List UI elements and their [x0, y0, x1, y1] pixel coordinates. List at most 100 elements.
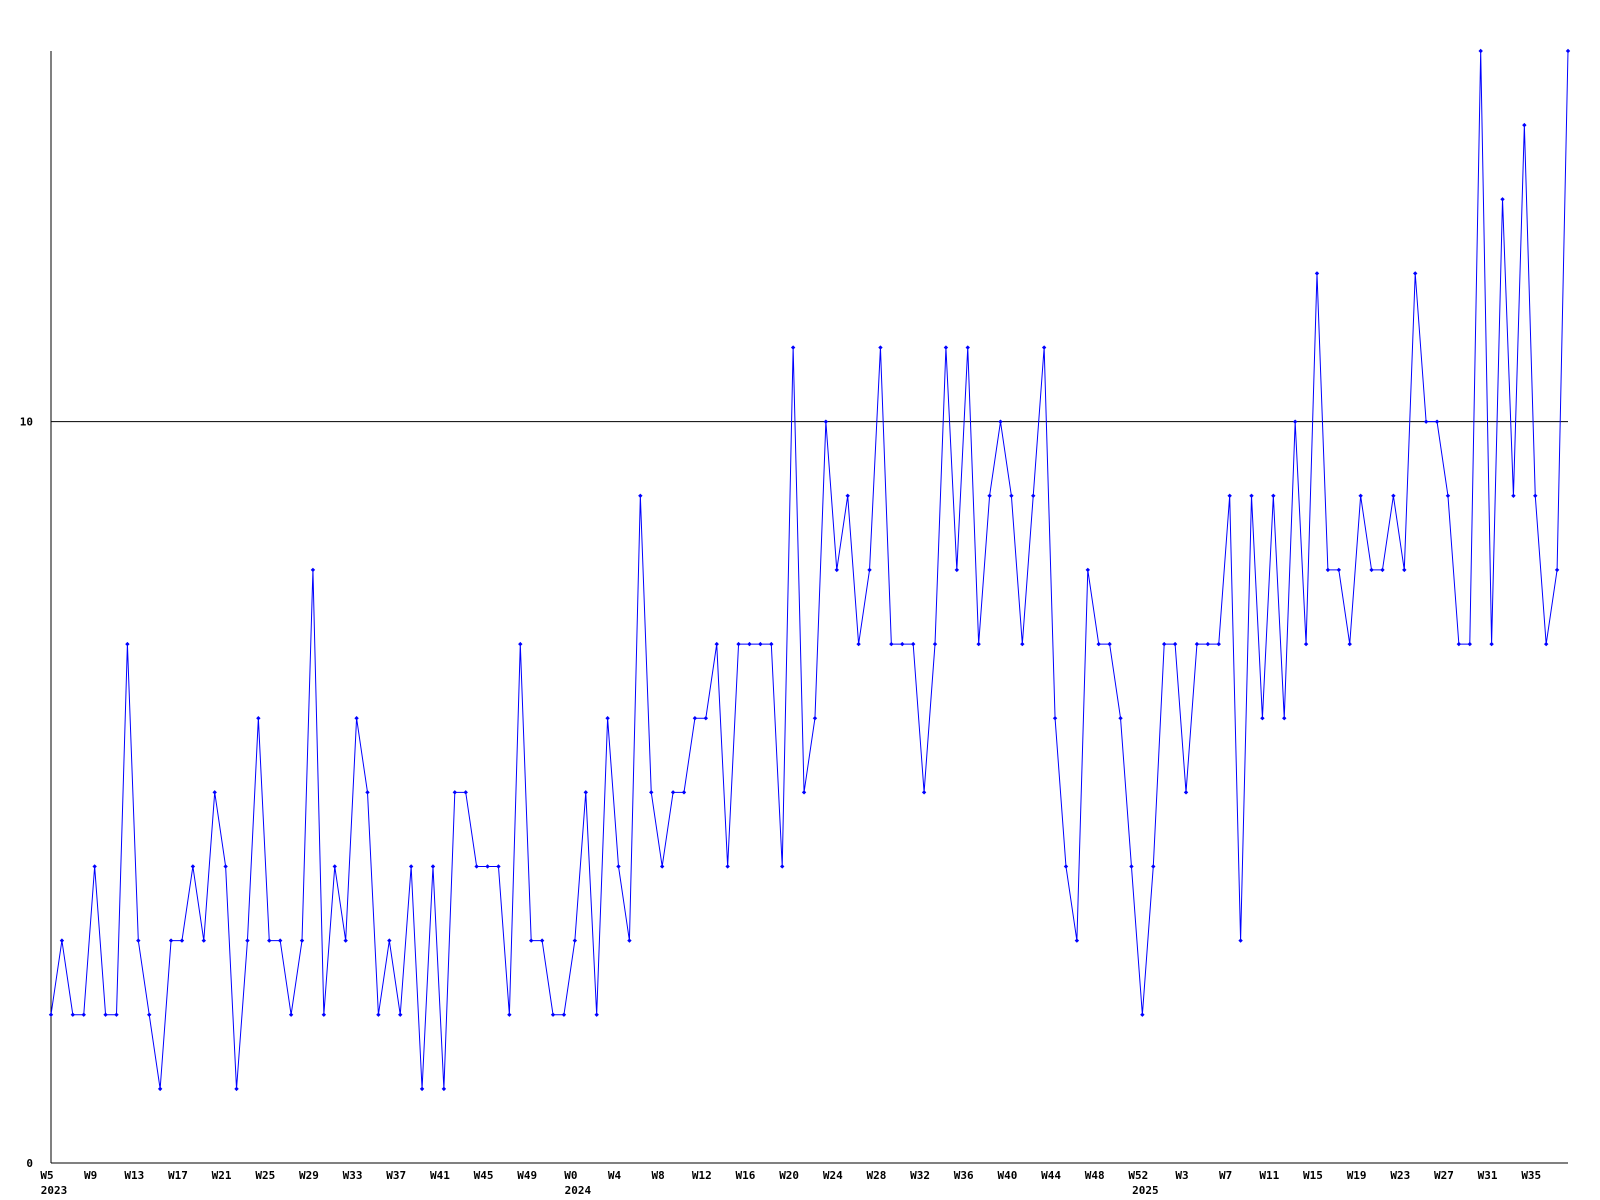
data-point: [670, 790, 676, 795]
data-point: [954, 567, 960, 573]
data-point: [48, 1012, 54, 1017]
data-point: [1369, 567, 1374, 573]
x-tick-label: W15: [1303, 1169, 1323, 1182]
x-tick-label: W35: [1521, 1169, 1541, 1182]
data-point: [921, 790, 927, 795]
data-point: [1358, 493, 1363, 498]
data-point: [1129, 864, 1134, 869]
data-point: [201, 938, 206, 943]
x-tick-label: W40: [997, 1169, 1017, 1182]
data-point: [823, 419, 829, 424]
data-point: [1271, 493, 1276, 498]
data-point: [398, 1012, 403, 1017]
data-point: [136, 938, 141, 943]
data-point: [659, 864, 665, 869]
data-point: [1413, 271, 1418, 276]
data-point: [419, 1086, 425, 1092]
data-point: [900, 641, 905, 647]
data-point: [889, 641, 894, 647]
data-point: [1009, 493, 1014, 498]
data-point: [343, 938, 348, 943]
data-point: [987, 493, 992, 498]
data-point: [1151, 864, 1156, 869]
data-point: [529, 938, 534, 943]
data-point: [1096, 641, 1101, 647]
data-point: [1260, 716, 1265, 721]
x-tick-label: W19: [1347, 1169, 1367, 1182]
data-point: [1031, 493, 1036, 498]
data-point: [616, 864, 621, 869]
x-tick-label: W27: [1434, 1169, 1454, 1182]
data-point: [310, 567, 316, 573]
data-point: [1402, 567, 1407, 573]
data-point: [1183, 790, 1189, 795]
data-point: [550, 1012, 556, 1017]
data-point: [507, 1012, 512, 1017]
x-tick-label: W3: [1175, 1169, 1188, 1182]
x-tick-label: W20: [779, 1169, 799, 1182]
data-point: [681, 790, 687, 795]
data-point: [943, 345, 949, 350]
data-point: [627, 938, 632, 943]
data-point: [408, 864, 414, 869]
x-tick-label: W32: [910, 1169, 930, 1182]
data-point: [441, 1086, 447, 1092]
data-point: [932, 641, 938, 647]
data-point: [267, 938, 272, 943]
data-point: [463, 790, 468, 795]
x-tick-label: W37: [386, 1169, 406, 1182]
x-tick-label: W44: [1041, 1169, 1061, 1182]
data-point: [605, 716, 610, 721]
data-point: [1325, 567, 1331, 573]
data-point: [878, 345, 883, 350]
data-point: [1292, 419, 1298, 424]
x-tick-label: W24: [823, 1169, 843, 1182]
data-point: [703, 716, 709, 721]
x-tick-label: W29: [299, 1169, 319, 1182]
data-point: [714, 641, 719, 647]
data-point: [1434, 419, 1440, 424]
data-point: [1107, 641, 1112, 647]
data-point: [332, 864, 337, 869]
data-point: [387, 938, 392, 943]
data-point: [1456, 641, 1462, 647]
x-tick-label: W21: [212, 1169, 232, 1182]
data-point: [1511, 493, 1516, 498]
data-point: [157, 1086, 163, 1092]
data-point: [965, 345, 970, 350]
data-point: [976, 641, 981, 647]
data-point: [125, 641, 130, 647]
data-point: [299, 938, 305, 943]
data-point: [277, 938, 283, 943]
x-tick-label: W13: [124, 1169, 144, 1182]
data-point: [1052, 716, 1058, 721]
data-point: [845, 493, 850, 498]
data-point: [518, 641, 523, 647]
data-point: [998, 419, 1003, 424]
data-point: [376, 1012, 381, 1017]
x-tick-label: W36: [954, 1169, 974, 1182]
data-point: [321, 1012, 327, 1017]
x-tick-label: W5: [40, 1169, 53, 1182]
data-point: [1314, 271, 1320, 276]
data-point: [365, 790, 370, 795]
data-point: [867, 567, 872, 573]
data-point: [168, 938, 174, 943]
data-point: [1227, 493, 1232, 498]
data-point: [769, 641, 774, 647]
x-tick-label: W33: [343, 1169, 363, 1182]
x-tick-label: W12: [692, 1169, 712, 1182]
data-point: [638, 493, 643, 498]
data-point: [288, 1012, 294, 1017]
data-point: [179, 938, 185, 943]
x-tick-label: W11: [1259, 1169, 1279, 1182]
data-line: [50, 50, 1569, 1089]
data-point: [1554, 567, 1560, 573]
data-point: [1500, 197, 1505, 202]
x-tick-label: W25: [255, 1169, 275, 1182]
data-point: [572, 938, 578, 943]
data-point: [1380, 567, 1385, 573]
data-point: [790, 345, 796, 350]
data-point: [1565, 48, 1571, 54]
x-tick-label: W0: [564, 1169, 577, 1182]
